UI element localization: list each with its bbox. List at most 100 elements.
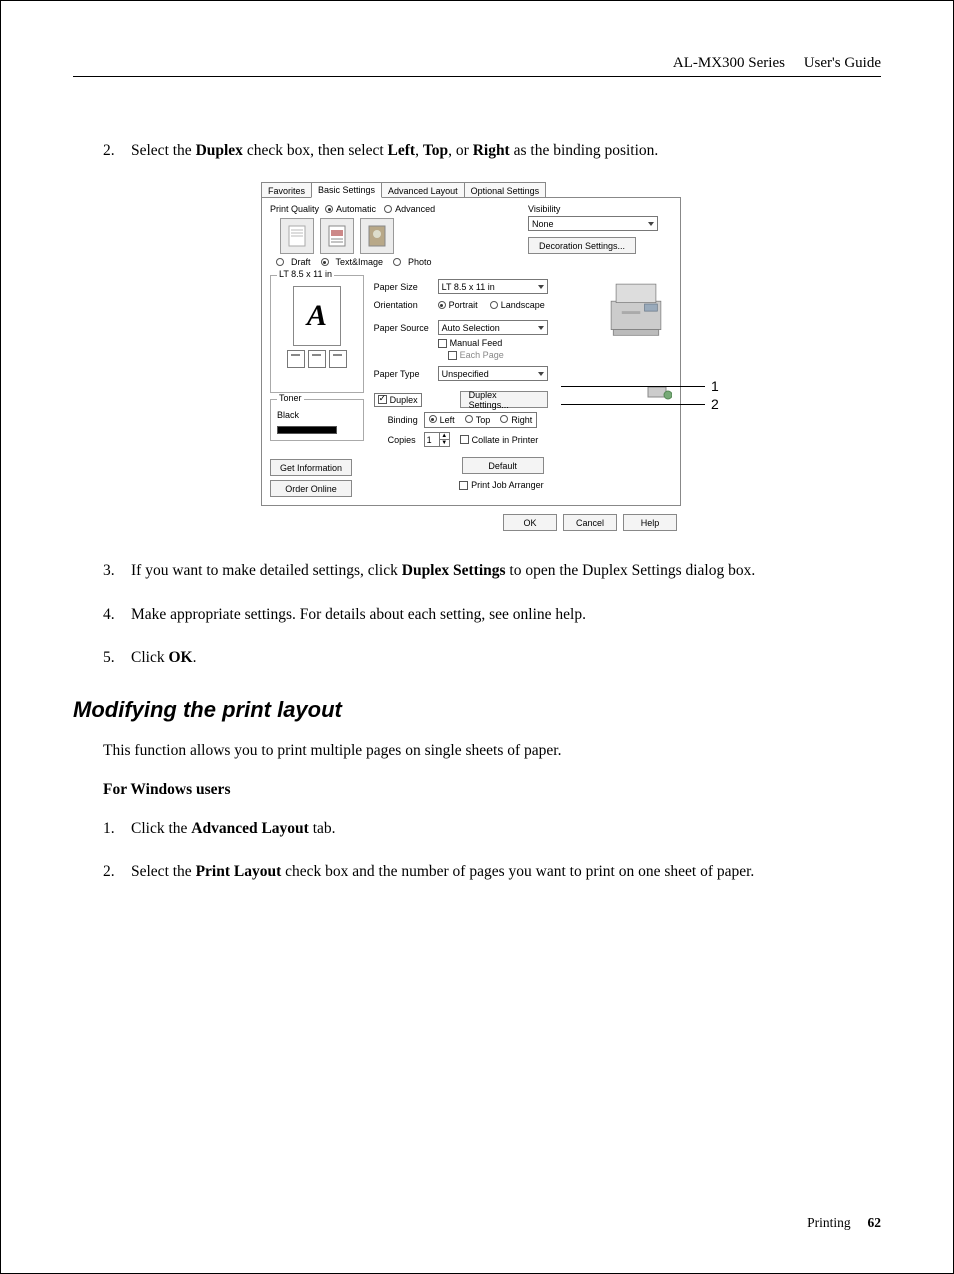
t: Click the — [131, 820, 191, 837]
step-number: 3. — [103, 559, 131, 582]
manual-feed-checkbox[interactable] — [438, 339, 447, 348]
collate-checkbox[interactable] — [460, 435, 469, 444]
radio-advanced[interactable] — [384, 205, 392, 213]
t: If you want to make detailed settings, c… — [131, 562, 402, 579]
help-button[interactable]: Help — [623, 514, 677, 531]
radio-textimage-label: Text&Image — [336, 257, 384, 267]
t: Advanced Layout — [191, 820, 309, 837]
s2-step-2: 2. Select the Print Layout check box and… — [103, 860, 881, 883]
radio-bind-left[interactable] — [429, 415, 437, 423]
page-footer: Printing 62 — [807, 1215, 881, 1231]
print-dialog: Favorites Basic Settings Advanced Layout… — [261, 182, 681, 531]
t: to open the Duplex Settings dialog box. — [506, 562, 756, 579]
page: AL-MX300 Series User's Guide 2. Select t… — [0, 0, 954, 1274]
page-preview: A — [293, 286, 341, 346]
visibility-value: None — [532, 219, 554, 229]
radio-landscape[interactable] — [490, 301, 498, 309]
t: , or — [448, 142, 473, 159]
pja-checkbox[interactable] — [459, 481, 468, 490]
t: tab. — [309, 820, 336, 837]
small-pages — [277, 350, 357, 368]
step-2: 2. Select the Duplex check box, then sel… — [103, 139, 881, 162]
radio-bind-right[interactable] — [500, 415, 508, 423]
step-text: Make appropriate settings. For details a… — [131, 603, 881, 626]
tab-bar: Favorites Basic Settings Advanced Layout… — [261, 182, 681, 198]
t: Print Layout — [196, 863, 282, 880]
radio-portrait[interactable] — [438, 301, 446, 309]
paper-size-value: LT 8.5 x 11 in — [442, 282, 495, 292]
decoration-settings-button[interactable]: Decoration Settings... — [528, 237, 636, 254]
t: , — [415, 142, 423, 159]
toner-bar — [277, 426, 337, 434]
copies-value: 1 — [425, 433, 439, 446]
ok-button[interactable]: OK — [503, 514, 557, 531]
copies-label: Copies — [374, 435, 424, 445]
binding-label: Binding — [374, 415, 424, 425]
footer-page: 62 — [868, 1215, 882, 1230]
t: Select the — [131, 863, 196, 880]
step-text: Click OK. — [131, 646, 881, 669]
paper-source-combo[interactable]: Auto Selection — [438, 320, 548, 335]
duplex-checkbox[interactable] — [378, 395, 387, 404]
print-quality-label: Print Quality — [270, 204, 319, 214]
each-page-checkbox[interactable] — [448, 351, 457, 360]
t: Select the — [131, 142, 196, 159]
windows-subhead: For Windows users — [103, 781, 881, 799]
radio-textimage[interactable] — [321, 258, 329, 266]
step-4: 4. Make appropriate settings. For detail… — [103, 603, 881, 626]
quality-photo-thumb — [360, 218, 394, 254]
step-number: 2. — [103, 139, 131, 162]
manual-feed-label: Manual Feed — [450, 338, 503, 348]
section-intro: This function allows you to print multip… — [103, 739, 881, 763]
radio-portrait-label: Portrait — [449, 300, 478, 310]
tab-optional-settings[interactable]: Optional Settings — [464, 182, 547, 198]
copies-spinner[interactable]: 1 ▲▼ — [424, 432, 450, 447]
tab-favorites[interactable]: Favorites — [261, 182, 312, 198]
section-heading: Modifying the print layout — [73, 697, 881, 723]
radio-draft[interactable] — [276, 258, 284, 266]
tab-basic-settings[interactable]: Basic Settings — [311, 182, 382, 198]
preview-fieldset: LT 8.5 x 11 in A — [270, 275, 364, 393]
guide-name: User's Guide — [804, 55, 881, 71]
paper-size-combo[interactable]: LT 8.5 x 11 in — [438, 279, 548, 294]
right-column — [554, 271, 672, 403]
step-5: 5. Click OK. — [103, 646, 881, 669]
header-rule — [73, 76, 881, 77]
step-3: 3. If you want to make detailed settings… — [103, 559, 881, 582]
t: OK — [168, 649, 192, 666]
tab-advanced-layout[interactable]: Advanced Layout — [381, 182, 465, 198]
step-text: Select the Duplex check box, then select… — [131, 139, 881, 162]
radio-automatic[interactable] — [325, 205, 333, 213]
orientation-label: Orientation — [374, 300, 438, 310]
footer-chapter: Printing — [807, 1215, 851, 1230]
step-text: Click the Advanced Layout tab. — [131, 817, 881, 840]
visibility-combo[interactable]: None — [528, 216, 658, 231]
step-number: 1. — [103, 817, 131, 840]
toner-black-label: Black — [277, 410, 357, 420]
get-information-button[interactable]: Get Information — [270, 459, 352, 476]
t: Duplex Settings — [402, 562, 506, 579]
collate-label: Collate in Printer — [472, 435, 539, 445]
print-quality-row: Print Quality Automatic Advanced — [270, 204, 522, 214]
radio-photo[interactable] — [393, 258, 401, 266]
t: check box and the number of pages you wa… — [281, 863, 754, 880]
radio-bind-top[interactable] — [465, 415, 473, 423]
step-number: 5. — [103, 646, 131, 669]
content-area: 2. Select the Duplex check box, then sel… — [103, 139, 881, 904]
order-online-button[interactable]: Order Online — [270, 480, 352, 497]
paper-source-label: Paper Source — [374, 323, 438, 333]
radio-photo-label: Photo — [408, 257, 432, 267]
t: . — [193, 649, 197, 666]
quality-textimage-thumb — [320, 218, 354, 254]
visibility-label: Visibility — [528, 204, 672, 214]
paper-type-combo[interactable]: Unspecified — [438, 366, 548, 381]
default-button[interactable]: Default — [462, 457, 544, 474]
radio-bind-left-label: Left — [440, 415, 455, 425]
duplex-label: Duplex — [390, 395, 418, 405]
t: as the binding position. — [510, 142, 659, 159]
duplex-settings-button[interactable]: Duplex Settings... — [460, 391, 548, 408]
page-header: AL-MX300 Series User's Guide — [673, 55, 881, 72]
each-page-label: Each Page — [460, 350, 504, 360]
cancel-button[interactable]: Cancel — [563, 514, 617, 531]
tab-panel: Print Quality Automatic Advanced — [261, 197, 681, 506]
